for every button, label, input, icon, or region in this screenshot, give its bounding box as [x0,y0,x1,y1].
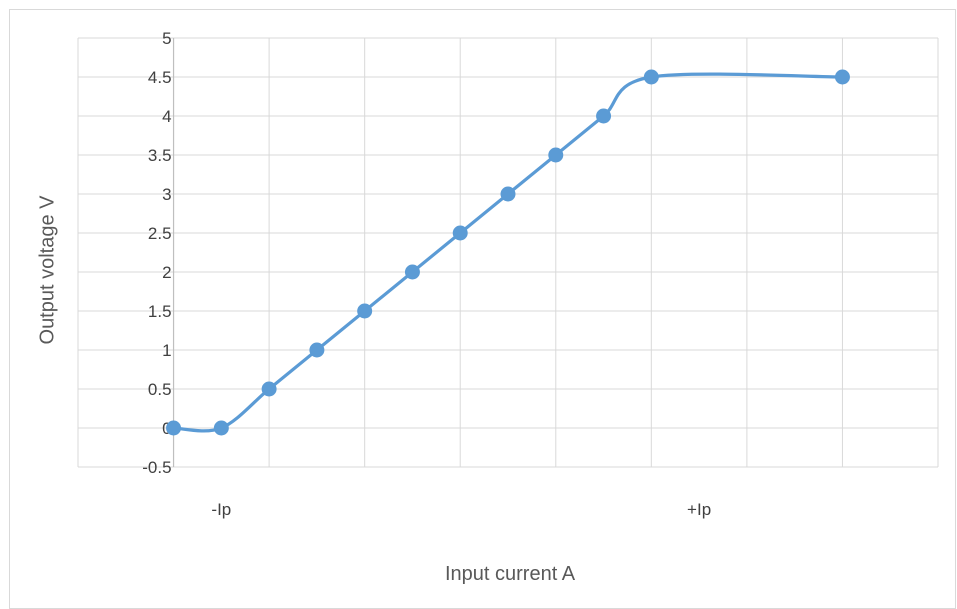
y-tick-label: 4 [162,107,171,126]
x-category-label: +Ip [687,500,712,519]
data-point [166,420,182,436]
y-tick-label: 2.5 [148,224,172,243]
data-point [596,108,612,124]
x-axis-title: Input current A [444,563,576,585]
y-tick-label: 1.5 [148,302,172,321]
data-point [834,69,850,85]
y-tick-label: 0.5 [148,380,172,399]
y-tick-label: 1 [162,341,171,360]
y-axis-title: Output voltage V [36,195,59,345]
data-point [309,342,325,358]
y-tick-label: 2 [162,263,171,282]
y-tick-label: 3 [162,185,171,204]
y-tick-labels: 54.543.532.521.510.50-0.5 [142,29,171,477]
data-point [404,264,420,280]
data-point [357,303,373,319]
vertical-gridlines [77,38,939,467]
y-tick-label: -0.5 [142,458,171,477]
y-tick-label: 4.5 [148,68,172,87]
series-line [173,72,843,433]
horizontal-gridlines [78,37,938,468]
series-layer [166,69,850,436]
data-point [500,186,516,202]
data-point [643,69,659,85]
data-point [452,225,468,241]
data-point [261,381,277,397]
y-tick-label: 5 [162,29,171,48]
chart-svg: 54.543.532.521.510.50-0.5 [77,29,939,477]
data-point [213,420,229,436]
data-point [548,147,564,163]
y-tick-label: 3.5 [148,146,172,165]
x-category-label: -Ip [211,500,232,519]
